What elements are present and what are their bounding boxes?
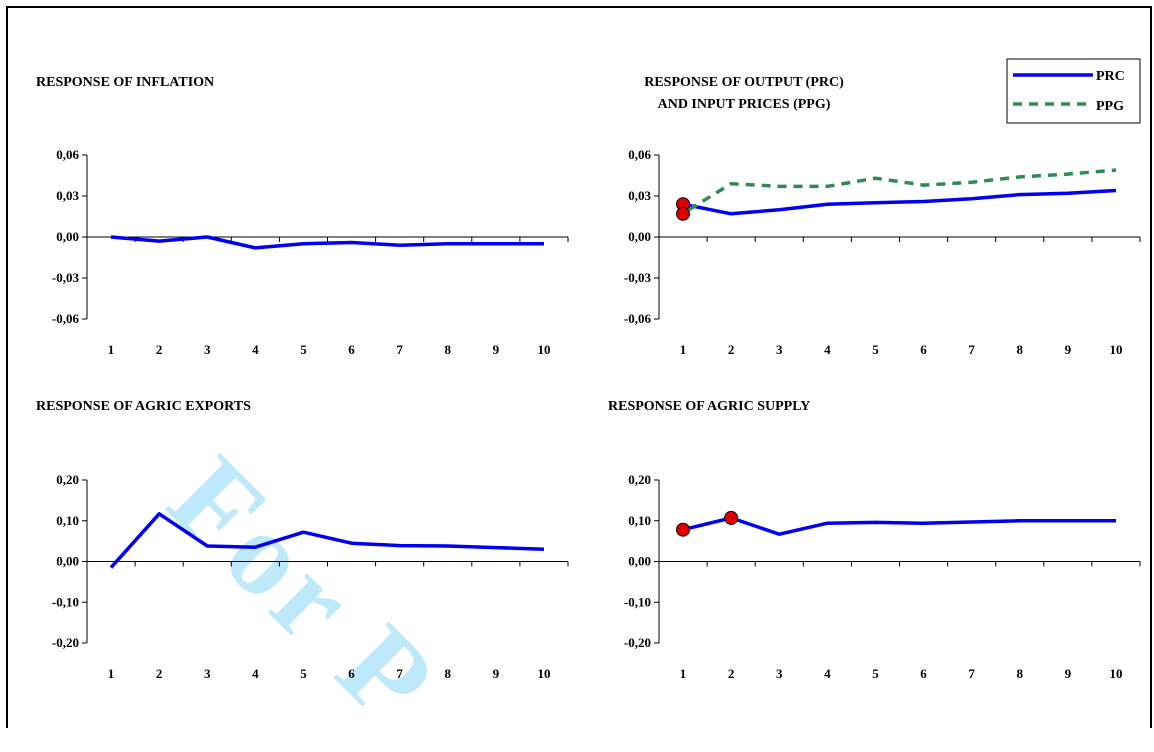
y-tick-label: 0,00 xyxy=(56,554,79,569)
y-tick-label: 0,00 xyxy=(628,229,651,244)
y-tick-label: -0,06 xyxy=(624,311,652,326)
y-tick-label: 0,03 xyxy=(56,188,79,203)
x-tick-label: 8 xyxy=(445,666,452,681)
x-tick-label: 4 xyxy=(824,342,831,357)
chart-title-line: RESPONSE OF AGRIC SUPPLY xyxy=(608,399,810,414)
x-tick-label: 6 xyxy=(348,666,355,681)
x-tick-label: 7 xyxy=(396,666,403,681)
x-tick-label: 6 xyxy=(920,342,927,357)
x-tick-label: 9 xyxy=(493,342,500,357)
significance-marker xyxy=(724,510,739,525)
x-tick-label: 2 xyxy=(156,666,163,681)
x-tick-label: 4 xyxy=(824,666,831,681)
figure-frame xyxy=(6,6,1152,728)
x-tick-label: 10 xyxy=(537,342,550,357)
chart-panel-1: RESPONSE OF INFLATION 0,06 0,03 0,00 -0,03 -0… xyxy=(36,75,569,357)
x-tick-label: 5 xyxy=(300,666,307,681)
x-tick-label: 3 xyxy=(204,342,211,357)
x-tick-label: 1 xyxy=(108,342,115,357)
x-tick-label: 6 xyxy=(348,342,355,357)
x-tick-label: 10 xyxy=(537,666,550,681)
y-tick-label: -0,10 xyxy=(52,594,79,609)
x-tick-label: 2 xyxy=(728,342,735,357)
x-tick-label: 9 xyxy=(493,666,500,681)
y-tick-label: 0,20 xyxy=(628,472,651,487)
series-line xyxy=(682,516,1116,536)
y-tick-label: 0,10 xyxy=(56,513,79,528)
x-tick-label: 8 xyxy=(445,342,452,357)
x-tick-label: 1 xyxy=(108,666,115,681)
y-tick-label: -0,06 xyxy=(52,311,80,326)
chart-title-line: RESPONSE OF INFLATION xyxy=(36,75,214,90)
x-tick-label: 5 xyxy=(872,666,879,681)
y-tick-label: 0,06 xyxy=(628,147,651,162)
y-tick-label: 0,03 xyxy=(628,188,651,203)
significance-marker xyxy=(676,522,691,537)
chart-panel-3: RESPONSE OF AGRIC EXPORTS 0,20 0,10 0,00 -0,… xyxy=(36,399,569,681)
chart-title-line: AND INPUT PRICES (PPG) xyxy=(658,97,831,112)
y-tick-label: -0,20 xyxy=(52,635,79,650)
x-tick-label: 1 xyxy=(680,342,687,357)
x-tick-label: 9 xyxy=(1065,342,1072,357)
y-tick-label: -0,03 xyxy=(624,270,652,285)
x-tick-label: 10 xyxy=(1109,666,1122,681)
series-line xyxy=(109,512,545,569)
x-tick-label: 3 xyxy=(776,342,783,357)
y-tick-label: -0,10 xyxy=(624,594,651,609)
x-tick-label: 3 xyxy=(776,666,783,681)
legend: PRC PPG xyxy=(1006,58,1141,124)
chart-panel-2: RESPONSE OF OUTPUT (PRC) AND INPUT PRICES… xyxy=(624,75,1141,357)
y-tick-label: 0,00 xyxy=(56,229,79,244)
legend-box xyxy=(1006,58,1141,124)
series-line-prc xyxy=(682,188,1117,216)
x-tick-label: 9 xyxy=(1065,666,1072,681)
x-tick-label: 7 xyxy=(968,666,975,681)
x-tick-label: 3 xyxy=(204,666,211,681)
chart-title-line: RESPONSE OF OUTPUT (PRC) xyxy=(644,75,844,90)
x-tick-label: 2 xyxy=(156,342,163,357)
x-tick-label: 10 xyxy=(1109,342,1122,357)
y-tick-label: -0,20 xyxy=(624,635,651,650)
series-line xyxy=(110,235,544,250)
x-tick-label: 4 xyxy=(252,342,259,357)
y-tick-label: -0,03 xyxy=(52,270,80,285)
x-tick-label: 1 xyxy=(680,666,687,681)
y-tick-label: 0,06 xyxy=(56,147,79,162)
y-tick-label: 0,00 xyxy=(628,554,651,569)
x-tick-label: 6 xyxy=(920,666,927,681)
x-tick-label: 8 xyxy=(1017,342,1024,357)
x-tick-label: 7 xyxy=(396,342,403,357)
x-tick-label: 5 xyxy=(872,342,879,357)
significance-marker xyxy=(676,206,691,221)
y-tick-label: 0,10 xyxy=(628,513,651,528)
x-tick-label: 2 xyxy=(728,666,735,681)
y-tick-label: 0,20 xyxy=(56,472,79,487)
x-tick-label: 8 xyxy=(1017,666,1024,681)
x-tick-label: 4 xyxy=(252,666,259,681)
x-tick-label: 5 xyxy=(300,342,307,357)
charts-svg: PRC PPG RESPONSE OF INFLATION 0,06 0,03 0,0… xyxy=(36,58,1141,681)
legend-label-prc: PRC xyxy=(1096,69,1125,84)
legend-label-ppg: PPG xyxy=(1096,99,1124,114)
x-tick-label: 7 xyxy=(968,342,975,357)
chart-panel-4: RESPONSE OF AGRIC SUPPLY 0,20 0,10 0,00 -0,1… xyxy=(608,399,1141,681)
chart-title-line: RESPONSE OF AGRIC EXPORTS xyxy=(36,399,251,414)
